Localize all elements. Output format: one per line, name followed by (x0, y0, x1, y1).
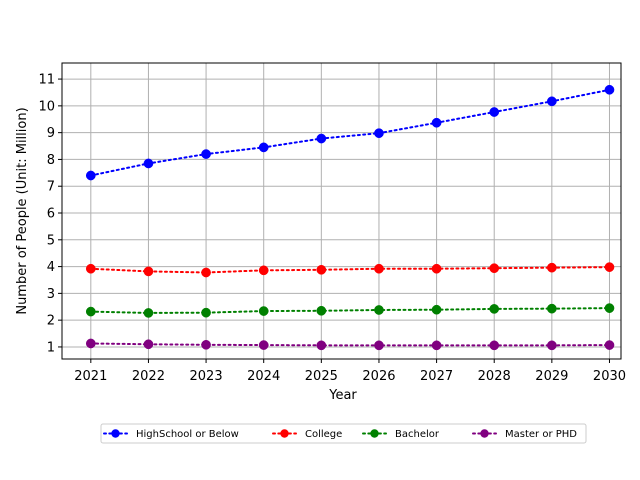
data-point (374, 340, 384, 351)
x-tick-label: 2027 (420, 369, 453, 384)
series-master-or-phd (85, 338, 615, 351)
data-point (258, 306, 269, 316)
y-axis-label: Number of People (Unit: Million) (15, 107, 30, 314)
data-point (431, 340, 442, 351)
data-point (431, 304, 442, 315)
legend-marker (111, 429, 120, 438)
data-point (316, 264, 327, 275)
x-tick-label: 2030 (593, 369, 626, 384)
y-tick-label: 8 (47, 153, 55, 168)
legend-marker (480, 429, 489, 438)
series-group (85, 84, 615, 351)
x-tick-label: 2024 (247, 369, 280, 384)
y-tick-label: 5 (47, 233, 55, 248)
y-tick-label: 2 (47, 314, 55, 329)
data-point (604, 84, 615, 95)
x-tick-label: 2028 (478, 369, 511, 384)
data-point (604, 303, 615, 313)
data-point (85, 263, 96, 274)
series-line (89, 88, 611, 177)
data-point (546, 262, 557, 273)
data-point (201, 149, 211, 159)
series-line (89, 266, 611, 274)
data-point (546, 340, 557, 351)
data-point (143, 308, 154, 318)
x-tick-label: 2023 (190, 369, 223, 384)
data-point (546, 96, 557, 107)
series-line (89, 342, 611, 347)
x-tick-label: 2025 (305, 369, 338, 384)
data-point (258, 142, 269, 153)
plot-frame (61, 62, 622, 360)
legend-label: College (305, 429, 342, 440)
x-tick-label: 2026 (362, 369, 395, 384)
legend: HighSchool or Below College Bachelor Master… (100, 423, 587, 444)
data-point (85, 170, 96, 181)
data-point (316, 305, 327, 316)
data-point (431, 263, 442, 274)
data-point (201, 339, 211, 350)
data-point (85, 306, 96, 317)
data-point (489, 304, 500, 314)
data-point (374, 128, 384, 139)
grid (62, 63, 621, 359)
data-point (374, 263, 384, 274)
legend-label: HighSchool or Below (136, 429, 239, 440)
data-point (258, 340, 269, 350)
data-point (258, 265, 269, 276)
series-line (89, 307, 611, 314)
data-point (374, 305, 384, 315)
y-tick-label: 1 (47, 340, 55, 355)
data-point (316, 340, 327, 351)
y-tick-label: 10 (38, 99, 55, 114)
y-tick-label: 11 (38, 73, 55, 88)
data-point (489, 340, 500, 351)
x-axis-label: Year (328, 388, 357, 403)
legend-frame (100, 423, 587, 444)
data-point (143, 266, 154, 277)
x-tick-label: 2029 (535, 369, 568, 384)
axis-ticks: 2021 2022 2023 2024 2025 2026 2027 2028 2029 2030… (38, 73, 626, 384)
series-college (85, 262, 615, 278)
data-point (546, 303, 557, 314)
data-point (143, 158, 154, 169)
data-point (316, 133, 327, 144)
data-point (201, 307, 211, 318)
x-tick-label: 2021 (74, 369, 107, 384)
y-tick-label: 7 (47, 180, 55, 195)
legend-marker (370, 429, 379, 438)
y-tick-label: 6 (47, 207, 55, 222)
legend-label: Master or PHD (505, 429, 577, 440)
data-point (431, 117, 442, 128)
legend-label: Bachelor (395, 429, 440, 440)
series-bachelor (85, 303, 615, 318)
y-tick-label: 9 (47, 126, 55, 141)
data-point (489, 263, 500, 274)
legend-marker (280, 429, 289, 438)
series-highschool-or-below (85, 84, 615, 181)
y-tick-label: 3 (47, 287, 55, 302)
data-point (604, 340, 615, 350)
data-point (85, 338, 96, 349)
data-point (604, 262, 615, 272)
x-tick-label: 2022 (132, 369, 165, 384)
data-point (201, 267, 211, 278)
data-point (143, 339, 154, 350)
data-point (489, 107, 500, 117)
y-tick-label: 4 (47, 260, 55, 275)
